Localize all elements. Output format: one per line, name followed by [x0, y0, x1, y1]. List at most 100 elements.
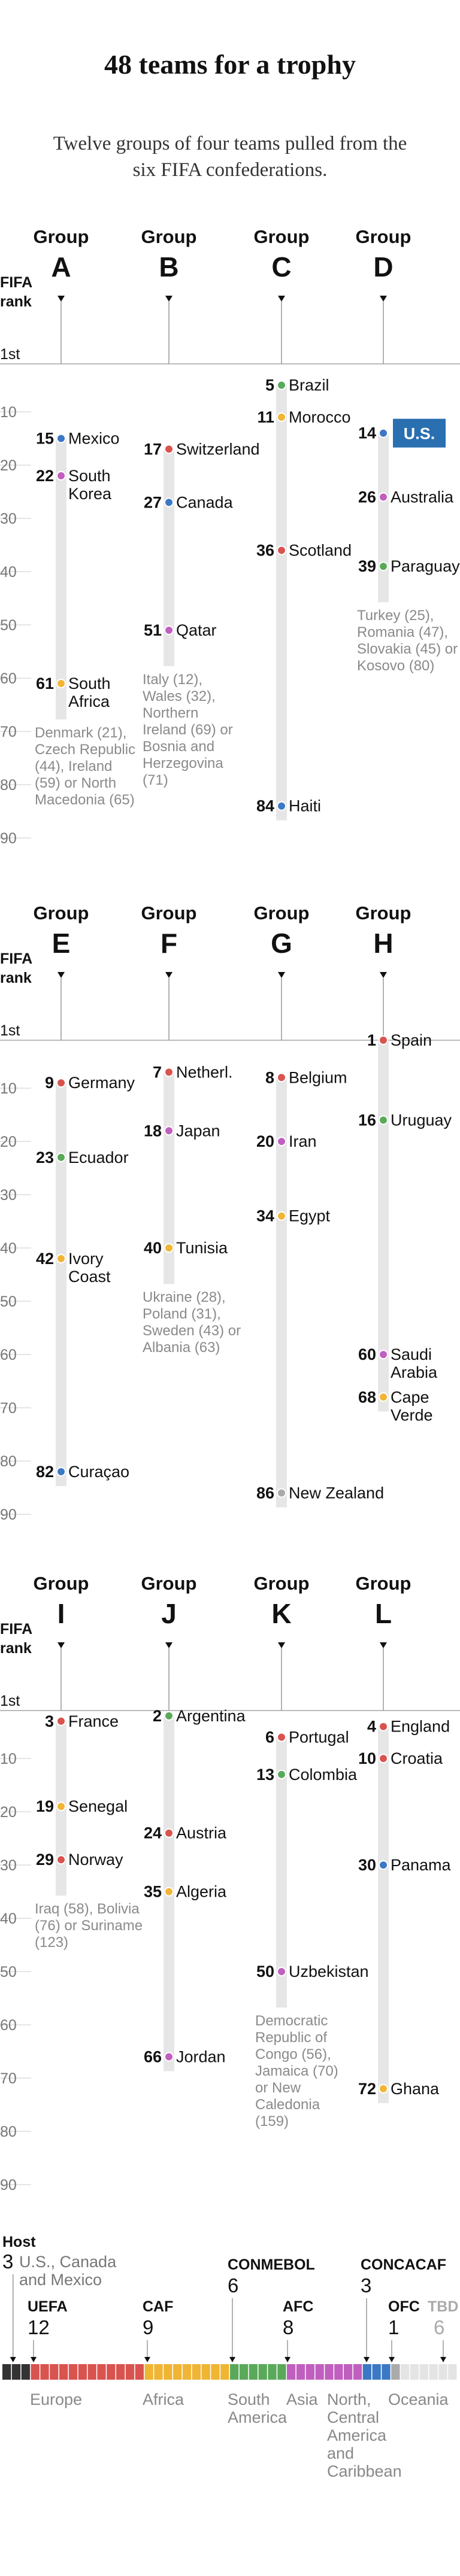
tick-label: 10 — [0, 1751, 17, 1767]
team-dot — [277, 1769, 286, 1779]
tick-label: 20 — [0, 1804, 17, 1821]
pending-playoff-note: Slovakia (45) or — [357, 641, 458, 657]
legend-cell — [135, 2364, 144, 2380]
team-name: Norway — [68, 1851, 123, 1869]
group-heading: Group — [356, 226, 411, 247]
team-rank: 35 — [144, 1883, 162, 1901]
legend-pointer-icon — [285, 2357, 290, 2362]
tick-label: 60 — [0, 670, 17, 687]
team-name: Paraguay — [391, 557, 460, 575]
group-range-bar — [56, 438, 66, 719]
group-heading: Group — [356, 903, 411, 924]
team-name: Arabia — [391, 1363, 438, 1381]
team-name: Uruguay — [391, 1111, 452, 1129]
group-row-i-l: FIFA rank 1st 10 20 30 40 50 60 70 80 90 Group I 3 Fran… — [0, 1573, 460, 2194]
team-dot — [277, 1073, 286, 1083]
tick-label: 70 — [0, 724, 17, 740]
pending-playoff-note: (71) — [143, 772, 168, 788]
group-range-bar — [164, 1072, 174, 1284]
pending-playoff-note: Herzegovina — [143, 755, 223, 771]
team-rank: 60 — [358, 1345, 376, 1363]
team-name: Germany — [68, 1074, 135, 1092]
group-range-bar — [276, 1077, 287, 1508]
team-dot — [277, 1967, 286, 1977]
team-name: Canada — [176, 493, 234, 511]
team-name: Africa — [68, 692, 110, 710]
team-name: Panama — [391, 1856, 452, 1874]
tick-label: 10 — [0, 1080, 17, 1097]
legend-cell — [448, 2364, 457, 2380]
pending-playoff-note: Wales (32), — [143, 688, 216, 704]
pending-playoff-note: Ukraine (28), — [143, 1289, 226, 1305]
legend-host-count: 3 — [2, 2250, 13, 2273]
group-heading: Group — [34, 226, 89, 247]
legend-afc-count: 8 — [283, 2316, 293, 2338]
group-pointer-icon — [278, 1642, 285, 1648]
team-dot — [164, 1828, 174, 1838]
team-name: Australia — [391, 488, 454, 506]
team-dot — [277, 545, 286, 555]
tick-label: 30 — [0, 1187, 17, 1204]
pending-playoff-note: Sweden (43) or — [143, 1323, 241, 1339]
tick-label: 20 — [0, 1134, 17, 1150]
group-heading: Group — [141, 903, 197, 924]
team-rank: 17 — [144, 440, 162, 458]
pending-playoff-note: Kosovo (80) — [357, 658, 434, 674]
pending-playoff-note: Albania (63) — [143, 1339, 220, 1356]
pending-playoff-note: Iraq (58), Bolivia — [35, 1901, 140, 1917]
team-name: Verde — [391, 1406, 433, 1424]
pending-playoff-note: Denmark (21), — [35, 725, 126, 741]
group-heading: Group — [34, 1573, 89, 1594]
team-dot — [56, 1716, 66, 1726]
legend-cell — [353, 2364, 362, 2380]
axis-label-rank: rank — [0, 1640, 32, 1657]
tick-label: 90 — [0, 2177, 17, 2194]
pending-playoff-note: (76) or Suriname — [35, 1918, 143, 1934]
team-rank: 34 — [256, 1207, 274, 1225]
legend-cell — [391, 2364, 400, 2380]
group-pointer-icon — [278, 296, 285, 302]
legend-pointer-icon — [144, 2357, 150, 2362]
team-name: Scotland — [289, 542, 352, 560]
team-rank: 39 — [358, 557, 376, 575]
group-pointer-icon — [58, 1642, 65, 1648]
group-letter: C — [271, 251, 291, 282]
group-heading: Group — [356, 1573, 411, 1594]
team-name: Iran — [289, 1132, 317, 1150]
legend-cell — [211, 2364, 220, 2380]
team-rank: 9 — [45, 1074, 54, 1092]
team-dot — [277, 412, 286, 422]
team-dot — [164, 2052, 174, 2062]
group-heading: Group — [254, 1573, 310, 1594]
group-range-bar — [378, 433, 389, 603]
legend-cell — [21, 2364, 30, 2380]
pending-playoff-note: (59) or North — [35, 775, 116, 791]
legend-cell — [173, 2364, 182, 2380]
legend-cell — [68, 2364, 78, 2380]
pending-playoff-note: Italy (12), — [143, 672, 202, 688]
axis-label-fifa: FIFA — [0, 1621, 32, 1638]
team-rank: 50 — [256, 1963, 274, 1980]
team-dot — [56, 679, 66, 688]
team-name: Saudi — [391, 1345, 432, 1363]
legend-concacaf-heading: CONCACAF — [361, 2256, 446, 2273]
team-name: Morocco — [289, 408, 351, 426]
team-rank: 20 — [256, 1132, 274, 1150]
legend-cell — [107, 2364, 116, 2380]
legend-cell — [305, 2364, 314, 2380]
team-rank: 1 — [367, 1031, 376, 1049]
tick-label: 60 — [0, 2017, 17, 2034]
team-dot — [56, 1078, 66, 1088]
legend-conmebol-count: 6 — [228, 2274, 238, 2296]
legend-host-desc: and Mexico — [19, 2271, 102, 2289]
team-dot — [56, 1802, 66, 1812]
tick-label: 90 — [0, 830, 17, 847]
legend-cell — [268, 2364, 277, 2380]
group-letter: L — [375, 1598, 392, 1629]
group-pointer-icon — [165, 972, 172, 978]
axis-label-rank: rank — [0, 970, 32, 986]
group-heading: Group — [141, 1573, 197, 1594]
team-rank: 7 — [153, 1063, 162, 1081]
group-pointer-icon — [380, 296, 387, 302]
team-rank: 51 — [144, 621, 162, 639]
